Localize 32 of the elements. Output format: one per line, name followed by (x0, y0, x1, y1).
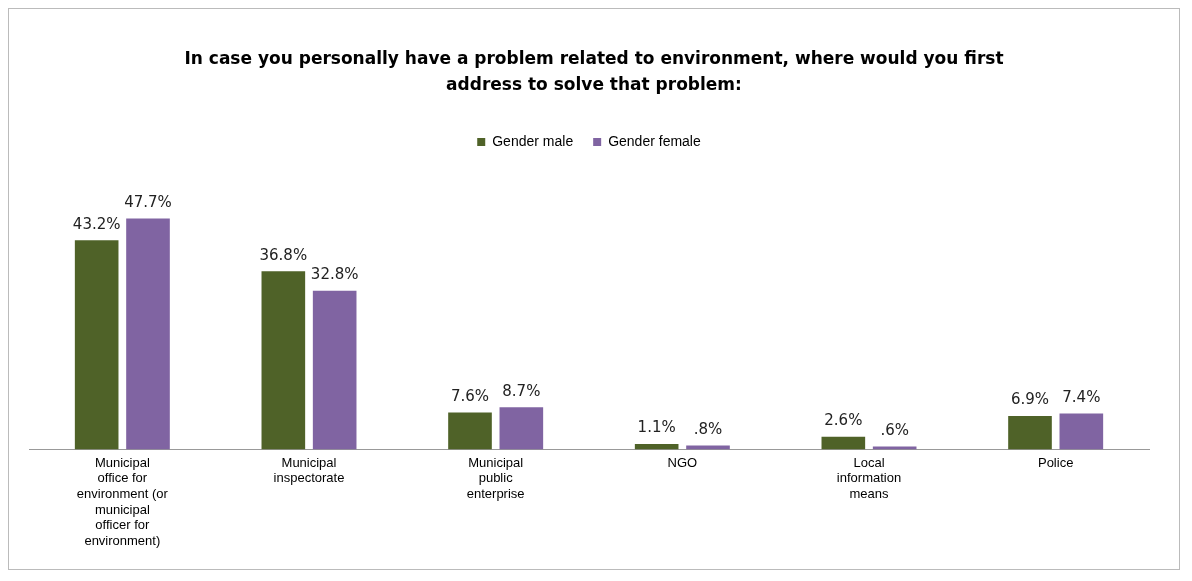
bar (821, 436, 866, 450)
x-tick-label: Municipal inspectorate (273, 454, 345, 486)
bar (1008, 416, 1052, 450)
bar (872, 446, 917, 450)
data-label: 7.6% (450, 387, 490, 406)
legend-label: Gender male (492, 132, 574, 149)
legend-label: Gender female (608, 132, 701, 149)
data-label: 2.6% (824, 411, 863, 430)
data-label: 43.2% (72, 214, 121, 233)
data-label: 1.1% (637, 418, 676, 437)
data-label: .6% (880, 420, 909, 439)
bar (74, 240, 119, 450)
x-tick-label: NGO (667, 454, 698, 470)
x-tick-label: Municipal office for environment (or municipal officer for environment) (76, 454, 169, 548)
data-label: 7.4% (1062, 387, 1101, 406)
bar (312, 290, 357, 450)
data-label: .8% (693, 419, 723, 438)
data-label: 32.8% (310, 265, 359, 284)
chart-title: In case you personally have a problem related to environment, where would you first address to solve that problem: (183, 47, 1005, 96)
x-tick-label: Police (1037, 454, 1074, 470)
data-label: 8.7% (502, 381, 541, 400)
data-label: 36.8% (259, 245, 308, 264)
bar (126, 218, 170, 450)
data-label: 6.9% (1010, 390, 1050, 409)
bar (1059, 413, 1104, 450)
data-label: 47.7% (124, 192, 172, 211)
bar (634, 444, 679, 450)
bar (261, 271, 306, 450)
x-tick-label: Local information means (836, 454, 902, 501)
bar (499, 407, 544, 450)
x-tick-label: Municipal public enterprise (466, 454, 525, 501)
bar (448, 412, 492, 450)
